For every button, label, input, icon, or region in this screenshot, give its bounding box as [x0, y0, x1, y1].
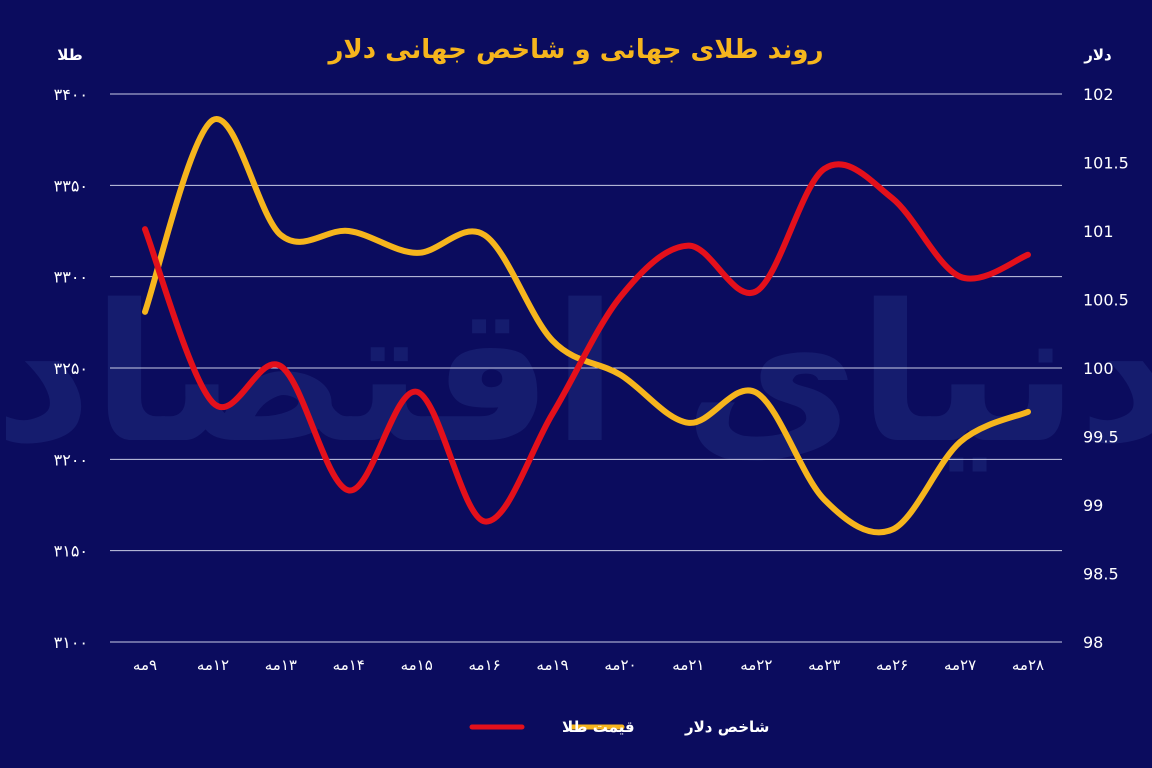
- x-tick-label: ۱۹مه: [536, 656, 568, 674]
- x-tick-label: ۲۱مه: [672, 656, 704, 674]
- right-axis-ticks: 98 98.5 99 99.5 100 100.5 101 101.5 102: [1083, 85, 1129, 652]
- right-tick-label: 98: [1083, 633, 1103, 652]
- left-tick-label: ۳۲۰۰: [54, 450, 88, 469]
- right-tick-label: 100.5: [1083, 291, 1129, 310]
- left-axis-label: طلا: [57, 46, 83, 64]
- right-tick-label: 99.5: [1083, 428, 1119, 447]
- right-tick-label: 99: [1083, 496, 1103, 515]
- x-tick-label: ۲۶مه: [876, 656, 908, 674]
- legend-label-gold: قیمت طلا: [562, 718, 635, 736]
- x-tick-label: ۲۳مه: [808, 656, 840, 674]
- chart-title: روند طلای جهانی و شاخص جهانی دلار: [326, 35, 823, 65]
- x-tick-label: ۲۰مه: [604, 656, 636, 674]
- x-tick-label: ۱۳مه: [265, 656, 297, 674]
- x-tick-label: ۲۸مه: [1012, 656, 1044, 674]
- left-tick-label: ۳۳۰۰: [54, 268, 88, 287]
- left-tick-label: ۳۴۰۰: [54, 85, 88, 104]
- x-tick-label: ۱۵مه: [401, 656, 433, 674]
- x-tick-label: ۲۷مه: [944, 656, 976, 674]
- left-tick-label: ۳۱۵۰: [54, 542, 88, 561]
- x-tick-label: ۹مه: [133, 656, 157, 674]
- x-axis-ticks: ۹مه ۱۲مه ۱۳مه ۱۴مه ۱۵مه ۱۶مه ۱۹مه ۲۰مه ۲۱مه ۲۲مه ۲…: [133, 656, 1044, 674]
- left-axis-ticks: ۳۱۰۰ ۳۱۵۰ ۳۲۰۰ ۳۲۵۰ ۳۳۰۰ ۳۳۵۰ ۳۴۰۰: [54, 85, 88, 652]
- right-axis-label: دلار: [1083, 46, 1112, 64]
- series-line-dollar: [142, 116, 1031, 536]
- x-tick-label: ۱۲مه: [197, 656, 229, 674]
- right-tick-label: 100: [1083, 359, 1114, 378]
- legend-label-dollar: شاخص دلار: [684, 718, 769, 736]
- right-tick-label: 101: [1083, 222, 1114, 241]
- x-tick-label: ۲۲مه: [740, 656, 772, 674]
- right-tick-label: 98.5: [1083, 565, 1119, 584]
- legend: شاخص دلار قیمت طلا: [469, 718, 769, 736]
- x-tick-label: ۱۶مه: [469, 656, 501, 674]
- series-layer: [142, 116, 1031, 536]
- left-tick-label: ۳۱۰۰: [54, 633, 88, 652]
- left-tick-label: ۳۲۵۰: [54, 359, 88, 378]
- left-tick-label: ۳۳۵۰: [54, 176, 88, 195]
- x-tick-label: ۱۴مه: [333, 656, 365, 674]
- right-tick-label: 102: [1083, 85, 1114, 104]
- right-tick-label: 101.5: [1083, 154, 1129, 173]
